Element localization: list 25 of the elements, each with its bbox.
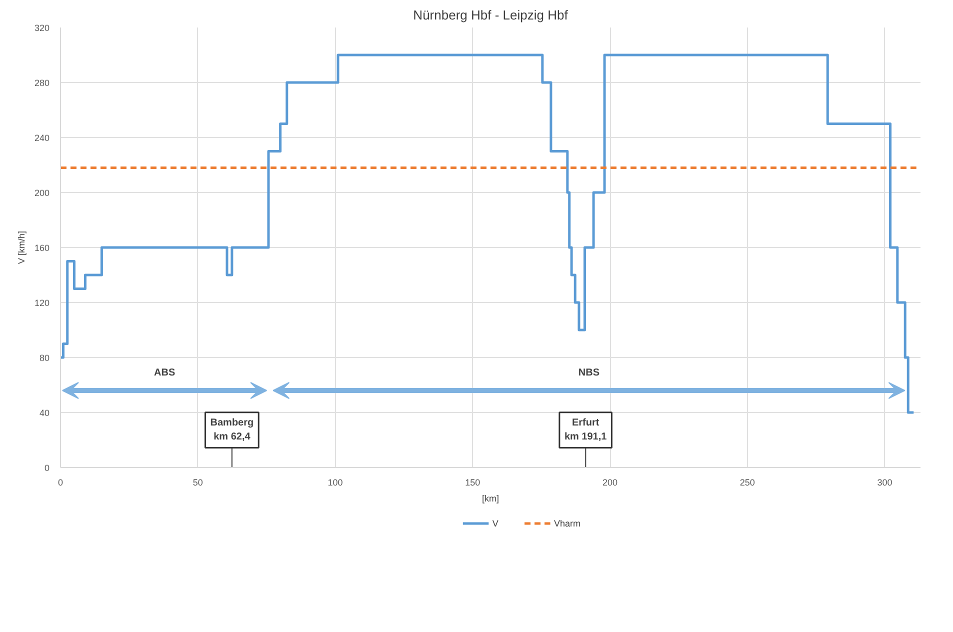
y-tick-label: 120 <box>34 298 50 308</box>
annotation: ABS <box>154 368 176 378</box>
y-axis-title: V [km/h] <box>16 230 26 264</box>
annotation: NBS <box>578 368 600 378</box>
x-tick-label: 150 <box>465 478 480 488</box>
y-tick-label: 80 <box>39 353 50 363</box>
legend-label: V <box>492 518 498 528</box>
y-tick-label: 280 <box>34 78 50 88</box>
chart-title: Nürnberg Hbf - Leipzig Hbf <box>413 8 568 22</box>
x-tick-label: 50 <box>192 478 203 488</box>
x-tick-label: 0 <box>58 478 64 488</box>
legend-label: Vharm <box>554 518 580 528</box>
y-tick-label: 0 <box>44 463 50 473</box>
x-tick-label: 200 <box>602 478 618 488</box>
x-axis-title: [km] <box>482 494 499 504</box>
x-tick-label: 100 <box>328 478 343 488</box>
y-tick-label: 200 <box>34 188 50 198</box>
y-tick-label: 160 <box>34 243 50 253</box>
ref-line-label: Erfurt km 191,1 <box>564 417 608 443</box>
x-tick-label: 250 <box>740 478 755 488</box>
y-tick-label: 320 <box>34 23 50 33</box>
x-tick-label: 300 <box>877 478 892 488</box>
y-tick-label: 240 <box>34 133 50 143</box>
ref-line-label: Bamberg km 62,4 <box>210 417 254 443</box>
y-tick-label: 40 <box>39 408 50 418</box>
